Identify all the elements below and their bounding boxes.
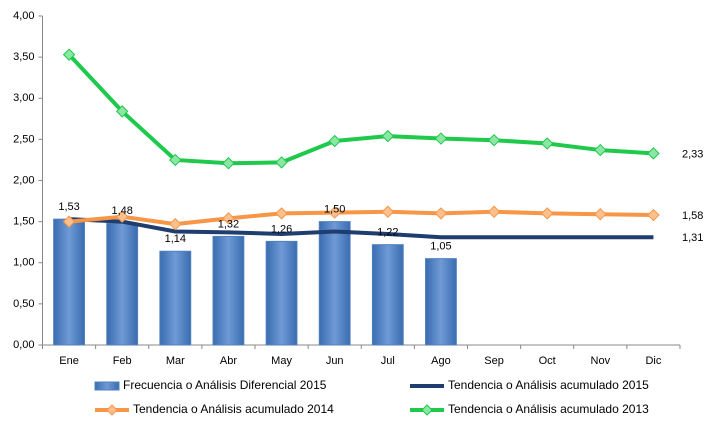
- x-tick-label: Ene: [59, 355, 79, 367]
- data-label: 1,50: [324, 204, 345, 216]
- bar: [371, 244, 404, 346]
- marker: [540, 207, 554, 220]
- bar: [53, 218, 85, 346]
- marker: [540, 137, 554, 150]
- bar: [318, 221, 351, 346]
- marker: [328, 206, 341, 219]
- bar: [425, 258, 457, 346]
- marker: [647, 147, 660, 160]
- data-label: 1,22: [377, 227, 398, 239]
- x-tick-label: Mar: [166, 355, 185, 367]
- y-tick-label: 3,00: [13, 92, 34, 104]
- data-label: 1,58: [682, 210, 703, 222]
- x-tick-label: Jul: [381, 355, 395, 367]
- marker: [275, 207, 288, 220]
- data-label: 1,31: [682, 232, 703, 244]
- x-tick-label: Abr: [220, 355, 237, 367]
- legend-label: Tendencia o Análisis acumulado 2013: [448, 402, 649, 416]
- marker: [594, 143, 607, 157]
- y-tick-label: 2,00: [13, 174, 34, 186]
- x-tick-label: Ago: [431, 355, 451, 367]
- legend-swatch: [94, 381, 120, 391]
- marker: [434, 132, 448, 145]
- data-label: 1,48: [111, 205, 132, 217]
- y-tick-label: 2,50: [13, 133, 34, 145]
- bar: [212, 235, 245, 346]
- marker: [434, 207, 448, 220]
- marker: [381, 129, 395, 143]
- x-tick-label: Sep: [484, 355, 504, 367]
- marker: [275, 156, 288, 169]
- data-label: 2,33: [682, 148, 703, 160]
- marker: [169, 153, 182, 167]
- data-label: 1,05: [430, 241, 451, 253]
- marker: [381, 205, 395, 218]
- data-label: 1,14: [165, 233, 186, 245]
- y-tick-label: 4,00: [13, 10, 34, 22]
- marker: [115, 105, 129, 118]
- marker: [487, 133, 501, 147]
- data-label: 1,53: [58, 201, 79, 213]
- bar: [106, 222, 139, 346]
- y-tick-label: 0,50: [13, 298, 34, 310]
- marker: [62, 215, 76, 228]
- marker: [62, 48, 76, 61]
- line: [68, 217, 654, 240]
- legend-marker: [106, 404, 118, 416]
- legend-label: Frecuencia o Análisis Diferencial 2015: [123, 378, 327, 392]
- y-tick-label: 1,50: [13, 216, 34, 228]
- legend-label: Tendencia o Análisis acumulado 2015: [448, 378, 649, 392]
- marker: [115, 210, 129, 223]
- marker: [222, 212, 235, 225]
- line: [67, 53, 654, 166]
- marker: [487, 205, 501, 218]
- x-tick-label: Dic: [645, 355, 661, 367]
- line: [68, 209, 654, 227]
- x-tick-label: Jun: [326, 355, 344, 367]
- marker: [169, 217, 182, 231]
- data-label: 1,26: [271, 223, 292, 235]
- x-tick-label: Feb: [113, 355, 132, 367]
- bar: [265, 240, 298, 346]
- y-tick-label: 3,50: [13, 51, 34, 63]
- marker: [328, 134, 341, 148]
- legend-marker: [421, 404, 433, 416]
- x-tick-label: Oct: [539, 355, 556, 367]
- marker: [222, 157, 235, 170]
- x-tick-label: Nov: [591, 355, 611, 367]
- y-tick-label: 1,00: [13, 257, 34, 269]
- y-tick-label: 0,00: [13, 339, 34, 351]
- bar: [159, 250, 192, 346]
- data-label: 1,32: [218, 218, 239, 230]
- x-tick-label: May: [271, 355, 292, 367]
- marker: [594, 208, 607, 221]
- marker: [647, 208, 660, 222]
- legend-label: Tendencia o Análisis acumulado 2014: [133, 402, 334, 416]
